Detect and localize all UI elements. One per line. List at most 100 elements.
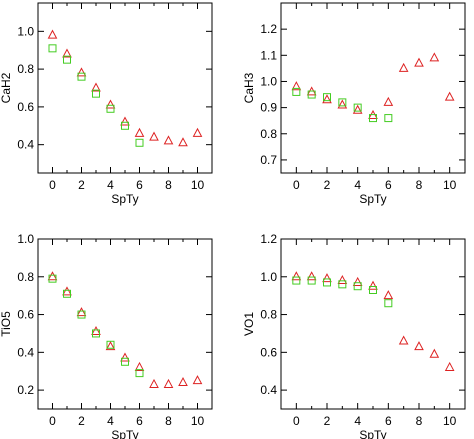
square-point [77, 310, 86, 319]
panel-vo1: 0 2 4 6 8 10 0.4 0.6 0.8 1.0 1.2 SpTy VO1 [242, 232, 466, 439]
triangle-point [192, 375, 203, 385]
square-point [48, 44, 57, 53]
triangle-point [134, 127, 145, 137]
x-tick-label: 4 [107, 414, 114, 428]
square-point [292, 276, 301, 285]
square-point [369, 286, 377, 294]
triangle-point [383, 96, 394, 106]
triangle-point [383, 290, 394, 300]
triangle-point [337, 99, 348, 109]
square-point [106, 340, 115, 349]
triangle-point [62, 48, 72, 58]
triangle-point [414, 341, 424, 351]
triangle-point [429, 52, 440, 62]
square-point [323, 278, 331, 287]
triangle-point [91, 325, 101, 336]
triangle-point [291, 271, 302, 281]
triangle-point [47, 271, 58, 281]
square-point [135, 369, 144, 378]
square-point [135, 138, 144, 147]
square-point [384, 114, 393, 123]
y-tick-label: 0.8 [260, 127, 277, 141]
y-tick-label: 0.6 [260, 345, 277, 359]
panel-cah3: 0 2 4 6 8 10 0.7 0.8 0.9 1.0 1.1 1.2 SpTy CaH3 [242, 2, 466, 206]
square-point [323, 93, 331, 102]
triangle-point [178, 137, 188, 147]
triangle-point [444, 91, 455, 101]
square-point [106, 104, 115, 113]
triangle-point [76, 307, 87, 317]
square-point [92, 329, 100, 338]
y-tick-label: 1.2 [260, 232, 277, 246]
triangle-point [444, 361, 455, 371]
square-point [338, 280, 347, 289]
triangle-point [398, 62, 409, 72]
square-point [77, 72, 86, 81]
x-tick-label: 2 [78, 178, 85, 192]
square-point [63, 289, 71, 298]
x-tick-label: 2 [78, 414, 85, 428]
square-point [307, 90, 316, 99]
panel-cah2: 0 2 4 6 8 10 0.4 0.6 0.8 1.0 SpTy CaH2 [0, 2, 213, 206]
y-tick-label: 1.0 [260, 74, 277, 88]
x-tick-label: 10 [443, 178, 457, 192]
x-tick-label: 6 [385, 414, 392, 428]
triangle-point [352, 276, 363, 286]
triangle-point [149, 378, 159, 388]
plot-frame [37, 2, 213, 174]
y-tick-label: 0.4 [260, 383, 277, 397]
square-point [121, 121, 129, 130]
triangle-point [120, 352, 130, 362]
plot-frame [280, 238, 466, 410]
triangle-point [178, 376, 188, 387]
y-tick-label: 0.4 [17, 345, 34, 359]
y-tick-label: 0.6 [17, 308, 34, 322]
x-tick-label: 4 [354, 414, 361, 428]
triangle-point [429, 348, 440, 358]
x-tick-label: 8 [416, 414, 423, 428]
y-tick-label: 1.0 [260, 270, 277, 284]
x-tick-label: 6 [136, 178, 143, 192]
x-tick-label: 6 [385, 178, 392, 192]
x-tick-label: 0 [293, 414, 300, 428]
square-point [292, 87, 301, 96]
x-axis-label: SpTy [111, 428, 138, 439]
x-tick-label: 10 [191, 414, 205, 428]
square-point [63, 55, 71, 64]
square-point [384, 299, 393, 308]
x-tick-label: 2 [324, 414, 331, 428]
y-tick-label: 1.0 [17, 24, 34, 38]
triangle-point [337, 274, 348, 285]
triangle-point [149, 131, 159, 141]
y-tick-label: 0.8 [260, 308, 277, 322]
plot-frame [280, 2, 466, 174]
triangle-point [47, 29, 58, 39]
x-tick-label: 4 [107, 178, 114, 192]
triangle-point [322, 273, 332, 283]
y-tick-label: 0.6 [17, 100, 34, 114]
triangle-point [76, 67, 87, 77]
triangle-point [291, 81, 302, 91]
square-point [353, 103, 362, 112]
y-axis-label: CaH3 [242, 72, 256, 103]
triangle-point [62, 286, 72, 296]
triangle-point [163, 378, 174, 388]
square-point [369, 114, 377, 123]
triangle-point [398, 335, 409, 345]
square-point [353, 282, 362, 291]
x-tick-label: 8 [416, 178, 423, 192]
x-tick-label: 4 [354, 178, 361, 192]
x-tick-label: 0 [293, 178, 300, 192]
x-tick-label: 10 [443, 414, 457, 428]
x-axis-label: SpTy [111, 192, 138, 206]
square-point [338, 98, 347, 107]
triangle-point [163, 135, 174, 145]
y-tick-label: 0.4 [17, 138, 34, 152]
x-tick-label: 10 [191, 178, 205, 192]
x-tick-label: 2 [324, 178, 331, 192]
x-tick-label: 6 [136, 414, 143, 428]
panel-tio5: 0 2 4 6 8 10 0.2 0.4 0.6 0.8 1.0 SpTy TiO5 [0, 232, 213, 439]
x-tick-label: 8 [165, 414, 172, 428]
x-axis-label: SpTy [359, 192, 386, 206]
y-tick-label: 0.8 [17, 270, 34, 284]
